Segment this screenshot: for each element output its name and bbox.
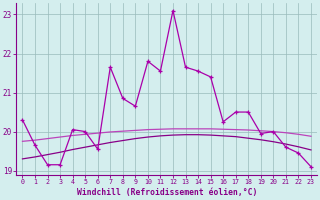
X-axis label: Windchill (Refroidissement éolien,°C): Windchill (Refroidissement éolien,°C) [76, 188, 257, 197]
